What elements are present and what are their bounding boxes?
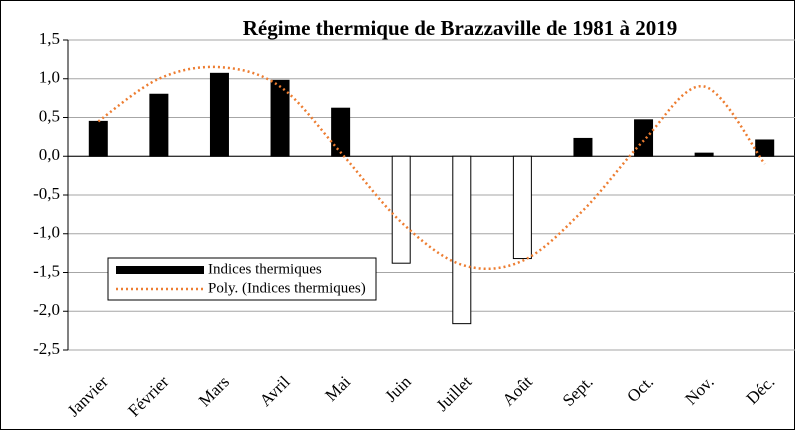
legend-label: Indices thermiques (208, 261, 322, 277)
bar (452, 155, 472, 325)
y-tick-label: -1,0 (33, 223, 60, 242)
bar (149, 93, 169, 157)
legend-box (107, 257, 377, 301)
legend-label: Poly. (Indices thermiques) (208, 280, 366, 296)
y-tick-label: 1,0 (39, 68, 60, 87)
bar (270, 79, 290, 157)
bar (209, 72, 229, 157)
y-tick-label: 0,5 (39, 106, 60, 125)
bar (88, 120, 108, 157)
bar (573, 137, 593, 157)
chart-title: Régime thermique de Brazzaville de 1981 … (243, 16, 678, 40)
y-tick-label: 1,5 (39, 29, 60, 48)
bar (755, 139, 775, 157)
y-tick-label: 0,0 (39, 145, 60, 164)
bar (512, 155, 532, 260)
bar (694, 152, 714, 157)
y-tick-label: -0,5 (33, 184, 60, 203)
bar (634, 119, 654, 157)
y-tick-label: -2,0 (33, 300, 60, 319)
trend-line (97, 65, 766, 270)
y-tick-label: -1,5 (33, 261, 60, 280)
bar (331, 107, 351, 157)
legend-swatch (116, 266, 204, 274)
bar (391, 155, 411, 264)
y-tick-label: -2,5 (33, 339, 60, 358)
